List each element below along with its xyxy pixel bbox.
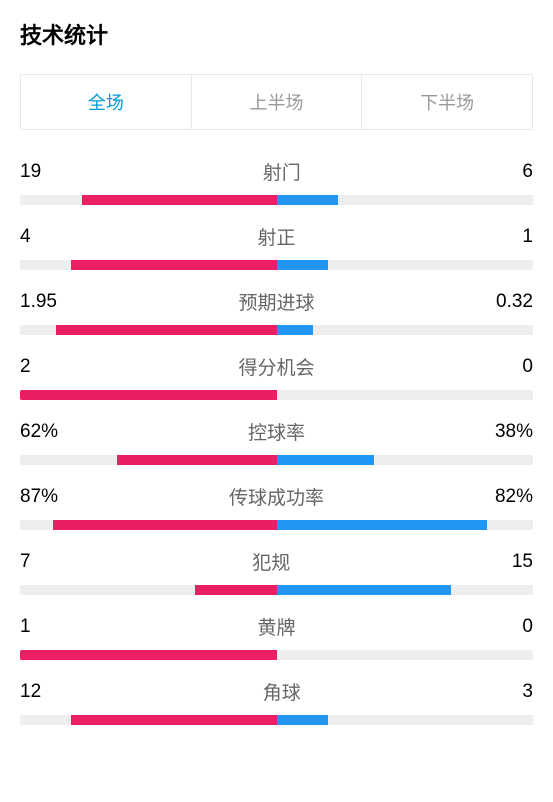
bar-right-track — [277, 650, 534, 660]
stat-row: 19 射门 6 — [20, 158, 533, 205]
stat-label: 控球率 — [248, 418, 305, 445]
stat-bar — [20, 650, 533, 660]
bar-right-fill — [277, 715, 328, 725]
bar-right-track — [277, 520, 534, 530]
stats-list: 19 射门 6 4 射正 1 1.95 预期进球 0.32 2 得分机会 0 62% 控球率 38% 87% 传… — [20, 158, 533, 725]
home-value: 62% — [20, 421, 58, 443]
bar-left-fill — [71, 260, 276, 270]
stat-row: 1 黄牌 0 — [20, 613, 533, 660]
bar-left-fill — [82, 195, 277, 205]
stat-bar — [20, 390, 533, 400]
home-value: 19 — [20, 161, 41, 183]
stat-bar — [20, 455, 533, 465]
home-value: 1 — [20, 616, 31, 638]
stat-label: 角球 — [263, 678, 301, 705]
bar-right-fill — [277, 585, 452, 595]
stat-header: 1 黄牌 0 — [20, 613, 533, 640]
bar-left-track — [20, 195, 277, 205]
bar-left-fill — [71, 715, 276, 725]
bar-left-fill — [20, 650, 277, 660]
bar-left-fill — [56, 325, 276, 335]
bar-left-track — [20, 325, 277, 335]
bar-left-track — [20, 715, 277, 725]
stat-bar — [20, 715, 533, 725]
stat-bar — [20, 195, 533, 205]
bar-left-fill — [53, 520, 276, 530]
bar-right-track — [277, 260, 534, 270]
bar-left-track — [20, 520, 277, 530]
stat-header: 7 犯规 15 — [20, 548, 533, 575]
stat-label: 传球成功率 — [229, 483, 324, 510]
away-value: 0 — [522, 356, 533, 378]
bar-right-fill — [277, 195, 339, 205]
stat-row: 2 得分机会 0 — [20, 353, 533, 400]
bar-left-track — [20, 260, 277, 270]
home-value: 2 — [20, 356, 31, 378]
stat-label: 犯规 — [252, 548, 290, 575]
bar-right-fill — [277, 520, 487, 530]
bar-left-track — [20, 390, 277, 400]
home-value: 12 — [20, 681, 41, 703]
stat-label: 黄牌 — [257, 613, 295, 640]
away-value: 15 — [512, 551, 533, 573]
stat-label: 预期进球 — [238, 288, 314, 315]
away-value: 82% — [495, 486, 533, 508]
stat-bar — [20, 520, 533, 530]
away-value: 38% — [495, 421, 533, 443]
stat-bar — [20, 260, 533, 270]
stat-row: 4 射正 1 — [20, 223, 533, 270]
bar-left-fill — [195, 585, 277, 595]
stat-row: 1.95 预期进球 0.32 — [20, 288, 533, 335]
bar-right-track — [277, 195, 534, 205]
tab-1[interactable]: 上半场 — [192, 75, 363, 129]
tab-2[interactable]: 下半场 — [362, 75, 532, 129]
home-value: 7 — [20, 551, 31, 573]
stat-row: 87% 传球成功率 82% — [20, 483, 533, 530]
stat-bar — [20, 585, 533, 595]
bar-right-track — [277, 390, 534, 400]
bar-right-track — [277, 715, 534, 725]
bar-left-fill — [117, 455, 276, 465]
stat-label: 射正 — [257, 223, 295, 250]
stat-row: 7 犯规 15 — [20, 548, 533, 595]
bar-right-track — [277, 585, 534, 595]
bar-left-track — [20, 585, 277, 595]
stat-label: 射门 — [263, 158, 301, 185]
away-value: 3 — [522, 681, 533, 703]
stat-header: 1.95 预期进球 0.32 — [20, 288, 533, 315]
tabs: 全场上半场下半场 — [20, 74, 533, 130]
home-value: 87% — [20, 486, 58, 508]
page-title: 技术统计 — [20, 18, 533, 50]
bar-right-fill — [277, 455, 374, 465]
tab-0[interactable]: 全场 — [21, 75, 192, 129]
stats-container: 技术统计 全场上半场下半场 19 射门 6 4 射正 1 1.95 预期进球 0.32 2 得分机会… — [0, 0, 553, 761]
bar-left-fill — [20, 390, 277, 400]
bar-right-fill — [277, 260, 328, 270]
stat-header: 4 射正 1 — [20, 223, 533, 250]
away-value: 6 — [522, 161, 533, 183]
bar-left-track — [20, 455, 277, 465]
away-value: 0.32 — [496, 291, 533, 313]
stat-bar — [20, 325, 533, 335]
stat-label: 得分机会 — [238, 353, 314, 380]
stat-header: 12 角球 3 — [20, 678, 533, 705]
away-value: 1 — [522, 226, 533, 248]
home-value: 4 — [20, 226, 31, 248]
stat-header: 87% 传球成功率 82% — [20, 483, 533, 510]
bar-left-track — [20, 650, 277, 660]
stat-row: 62% 控球率 38% — [20, 418, 533, 465]
away-value: 0 — [522, 616, 533, 638]
stat-header: 62% 控球率 38% — [20, 418, 533, 445]
stat-header: 19 射门 6 — [20, 158, 533, 185]
bar-right-track — [277, 455, 534, 465]
stat-row: 12 角球 3 — [20, 678, 533, 725]
bar-right-fill — [277, 325, 313, 335]
home-value: 1.95 — [20, 291, 57, 313]
stat-header: 2 得分机会 0 — [20, 353, 533, 380]
bar-right-track — [277, 325, 534, 335]
